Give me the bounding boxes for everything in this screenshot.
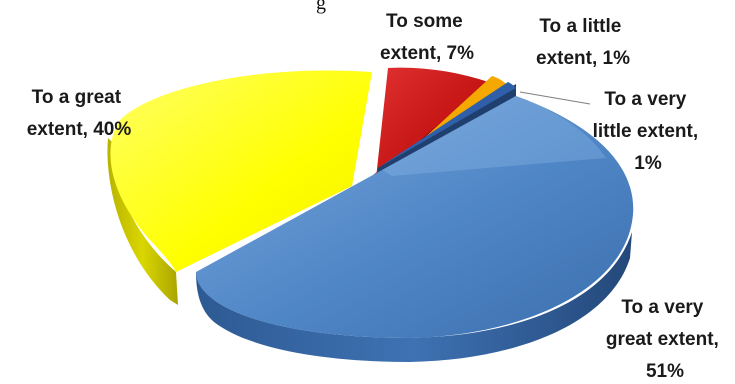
leader-line-very-little [519, 91, 591, 105]
slice-very-great-extent-highlight [382, 96, 606, 176]
label-very-little-extent: To a very little extent, 1% [593, 89, 704, 174]
slice-very-great-extent [196, 96, 634, 362]
label-great-extent: To a great extent, 40% [27, 87, 132, 140]
label-very-little-extent-line-0: To a very [604, 89, 686, 110]
svg-text:To a great extent, 40%: To a great extent, 40% [27, 87, 132, 140]
cropped-top-text: g [316, 0, 326, 14]
label-very-great-extent-line-0: To a very [621, 297, 703, 318]
svg-text:To a very little exten: To a very little extent, 1% [593, 89, 704, 174]
label-very-great-extent-line-2: 51% [646, 361, 684, 379]
label-very-little-extent-line-2: 1% [634, 153, 662, 174]
slice-great-extent-side [107, 138, 178, 305]
svg-text:To a very great extent: To a very great extent, 51% [606, 297, 724, 379]
label-some-extent: To some extent, 7% [380, 11, 474, 64]
label-great-extent-line-1: extent, 40% [27, 119, 132, 140]
slice-some-extent-top [376, 67, 488, 178]
slice-very-little-extent-top [378, 82, 516, 168]
slice-great-extent-top [110, 70, 372, 273]
label-great-extent-line-0: To a great [32, 87, 122, 108]
label-little-extent-line-0: To a little [539, 16, 621, 37]
label-little-extent: To a little extent, 1% [536, 16, 630, 69]
label-little-extent-line-1: extent, 1% [536, 48, 630, 69]
label-some-extent-line-0: To some [386, 11, 463, 32]
slice-very-great-extent-top [196, 96, 634, 338]
svg-text:To some extent, 7%: To some extent, 7% [380, 11, 474, 64]
label-very-great-extent: To a very great extent, 51% [606, 297, 724, 382]
label-some-extent-line-1: extent, 7% [380, 43, 474, 64]
label-very-little-extent-line-1: little extent, [593, 121, 699, 142]
label-very-great-extent-line-1: great extent, [606, 329, 719, 350]
slice-great-extent [107, 70, 372, 305]
slice-very-great-extent-side [196, 232, 632, 362]
svg-text:To a little extent, 1%: To a little extent, 1% [536, 16, 630, 69]
